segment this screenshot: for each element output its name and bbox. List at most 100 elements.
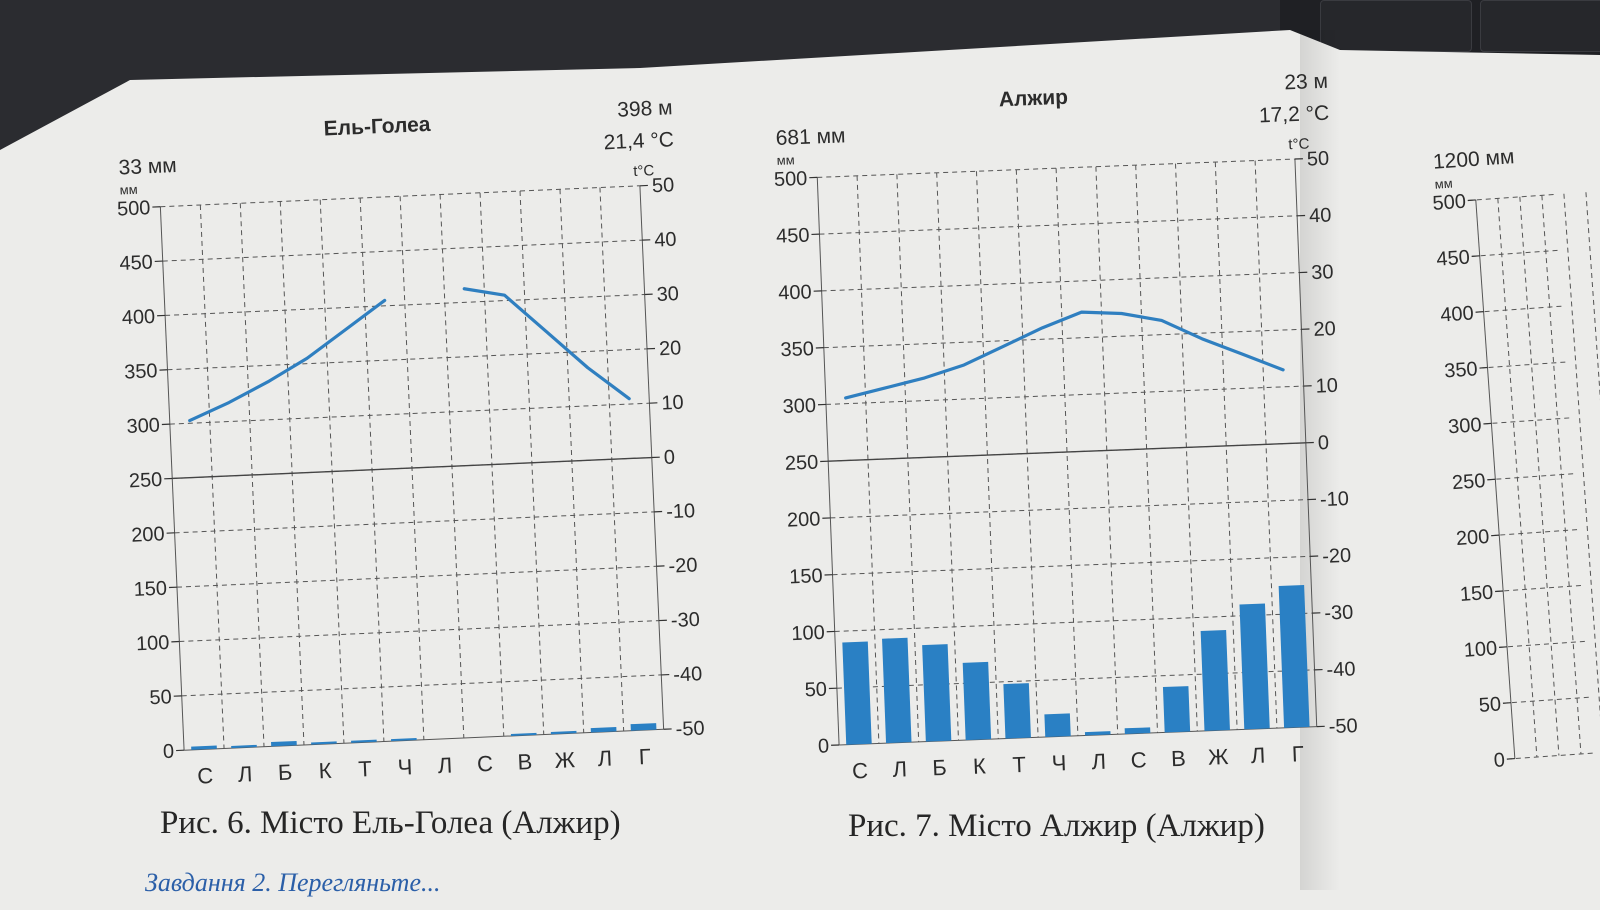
- temp-tick-label: 0: [663, 447, 675, 469]
- precipitation-bar: [882, 638, 911, 743]
- month-label: Л: [437, 753, 453, 779]
- grid-line-vertical: [1564, 194, 1600, 753]
- precip-axis-tick: [1507, 759, 1515, 760]
- month-label: С: [197, 763, 214, 789]
- precip-axis-tick: [1476, 312, 1484, 313]
- precip-tick-label: 150: [789, 565, 823, 588]
- month-label: Ч: [1051, 750, 1067, 776]
- grid-line-horizontal: [1491, 530, 1579, 536]
- temp-tick-label: -30: [670, 609, 700, 632]
- precip-axis-tick: [1483, 423, 1491, 424]
- precip-tick-label: 200: [131, 523, 165, 546]
- temp-tick-label: -10: [1320, 488, 1350, 511]
- temp-tick-label: -30: [1324, 602, 1354, 625]
- precip-axis-tick: [1472, 256, 1480, 257]
- chart-title: Алжир: [998, 86, 1068, 112]
- precip-axis-tick: [1491, 535, 1499, 536]
- precip-tick-label: 500: [1432, 191, 1467, 215]
- temp-tick-label: -20: [668, 554, 698, 577]
- month-label: С: [1130, 747, 1147, 773]
- precip-tick-label: 0: [1493, 749, 1506, 772]
- month-label: К: [318, 758, 332, 784]
- temp-tick-label: 10: [661, 392, 684, 415]
- month-label: Б: [277, 760, 293, 786]
- precip-tick-label: 350: [780, 338, 814, 361]
- temp-unit-label: t°C: [1288, 135, 1310, 153]
- temp-tick-label: 40: [1309, 204, 1332, 227]
- temp-tick-label: -40: [1326, 658, 1356, 681]
- precipitation-bar: [631, 723, 657, 731]
- precipitation-bar: [842, 642, 871, 745]
- precip-tick-label: 350: [1444, 358, 1479, 382]
- next-task-heading: Завдання 2. Перегляньте...: [145, 868, 440, 898]
- month-label: С: [476, 751, 493, 777]
- annual-precipitation-label: 681 мм: [775, 124, 846, 150]
- month-label: Г: [638, 744, 651, 769]
- month-label: Т: [358, 756, 373, 782]
- temp-tick-label: 50: [1307, 148, 1330, 171]
- elevation-label: 23 м: [1284, 70, 1328, 95]
- precip-tick-label: 150: [133, 578, 167, 601]
- precip-tick-label: 300: [782, 395, 816, 418]
- month-label: Ж: [1208, 744, 1230, 770]
- precip-tick-label: 500: [117, 197, 151, 220]
- precipitation-bar: [1044, 713, 1070, 737]
- temp-tick-label: -40: [673, 663, 703, 686]
- precip-tick-label: 100: [136, 632, 170, 655]
- temp-tick-label: 20: [1313, 318, 1336, 341]
- month-label: Г: [1291, 741, 1304, 766]
- precip-tick-label: 50: [1478, 693, 1502, 716]
- temp-tick-label: -50: [1328, 715, 1358, 738]
- precip-unit-label: мм: [119, 182, 138, 198]
- precipitation-bar: [1279, 585, 1310, 728]
- precip-tick-label: 250: [784, 452, 818, 475]
- precipitation-bar: [1003, 683, 1031, 738]
- precip-tick-label: 450: [1436, 247, 1471, 271]
- precip-tick-label: 100: [791, 622, 825, 645]
- month-label: Ч: [397, 754, 413, 780]
- grid-line-horizontal: [1507, 753, 1595, 759]
- precip-tick-label: 0: [163, 741, 175, 763]
- precip-tick-label: 400: [778, 281, 812, 304]
- month-label: Л: [1250, 743, 1265, 769]
- precip-axis-tick: [1468, 200, 1476, 201]
- precip-tick-label: 50: [804, 679, 827, 702]
- precip-tick-label: 300: [126, 415, 160, 438]
- month-label: К: [973, 753, 987, 778]
- precip-tick-label: 500: [774, 168, 808, 191]
- annual-precipitation-label: 33 мм: [118, 154, 177, 180]
- month-label: Л: [237, 761, 253, 787]
- precipitation-bar: [963, 662, 991, 740]
- grid-line-horizontal: [1476, 306, 1564, 312]
- precip-axis-tick: [1480, 368, 1488, 369]
- chart-title: Ель-Голеа: [323, 113, 431, 141]
- temp-tick-label: 30: [1311, 261, 1334, 284]
- precip-unit-label: мм: [1434, 176, 1453, 192]
- mean-temperature-label: 17,2 °C: [1259, 102, 1330, 128]
- month-label: Б: [932, 755, 947, 781]
- temp-tick-label: -10: [666, 500, 696, 523]
- precip-tick-label: 250: [1451, 470, 1486, 494]
- precipitation-bar: [1125, 727, 1151, 734]
- precipitation-bar: [922, 644, 951, 741]
- precip-axis-tick: [1487, 479, 1495, 480]
- annual-precipitation-label: 1200 мм: [1432, 145, 1515, 174]
- precip-tick-label: 150: [1459, 582, 1494, 606]
- precipitation-bar: [1201, 630, 1230, 731]
- temp-tick-label: 50: [651, 174, 674, 197]
- month-label: В: [517, 749, 533, 775]
- temp-tick-label: 40: [654, 229, 677, 252]
- month-label: Т: [1012, 752, 1026, 777]
- precip-tick-label: 50: [149, 686, 172, 709]
- temp-tick-label: 20: [659, 337, 682, 360]
- month-label: Л: [892, 756, 907, 782]
- precipitation-bar: [1163, 686, 1190, 732]
- precip-tick-label: 450: [776, 225, 810, 248]
- mean-temperature-label: 21,4 °C: [603, 128, 674, 154]
- precip-unit-label: мм: [776, 152, 795, 168]
- precip-tick-label: 450: [119, 252, 153, 275]
